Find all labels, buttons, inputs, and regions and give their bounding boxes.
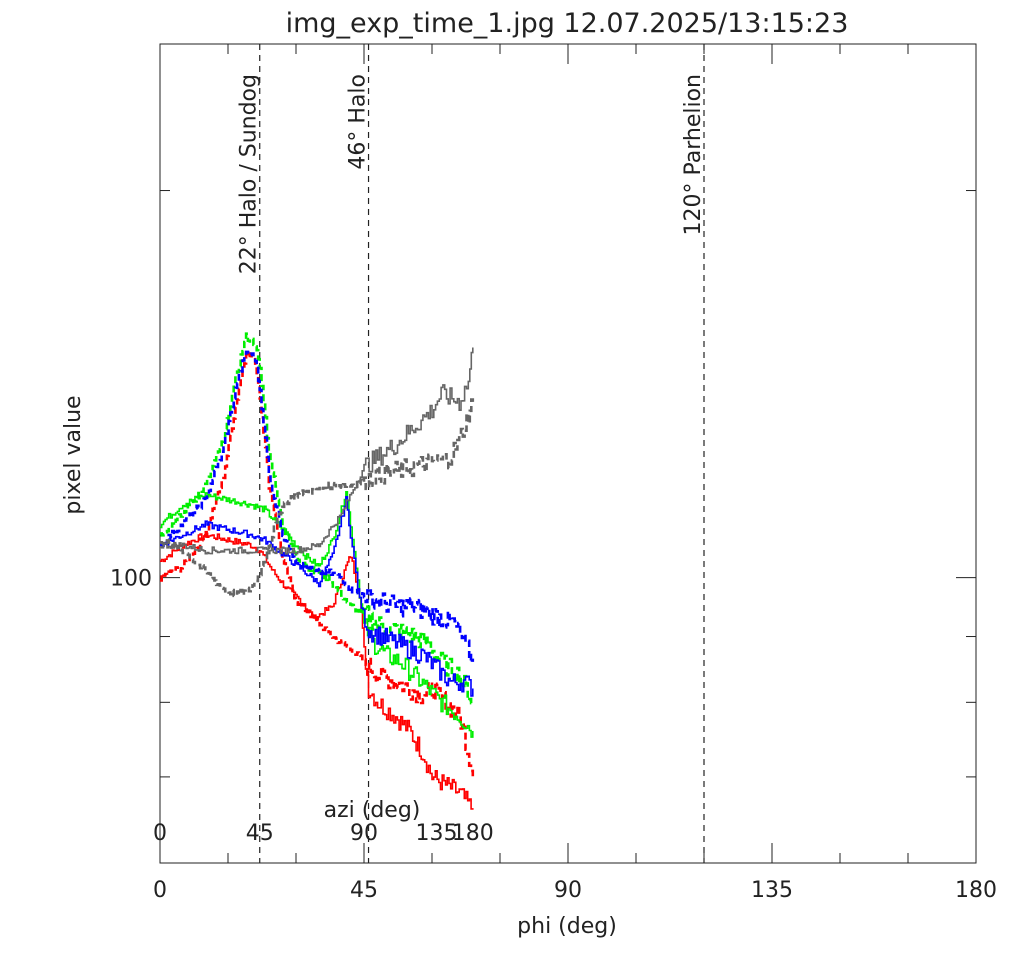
plot-frame (159, 43, 977, 864)
secondary-axis-label: azi (deg) (324, 798, 421, 823)
reference-line-label: 22° Halo / Sundog (237, 74, 262, 274)
series-line-0 (160, 530, 474, 810)
reference-line-label: 120° Parhelion (681, 74, 706, 236)
azi-tick-label: 0 (153, 821, 167, 846)
azi-tick-label: 90 (350, 821, 378, 846)
azi-tick-label: 135 (416, 821, 458, 846)
y-tick-label: 100 (110, 567, 152, 592)
x-tick-label: 90 (554, 878, 582, 903)
azi-tick-label: 45 (246, 821, 274, 846)
series-line-4 (160, 496, 474, 697)
x-tick-label: 135 (751, 878, 793, 903)
x-tick-label: 45 (350, 878, 378, 903)
x-tick-label: 0 (153, 878, 167, 903)
chart-title: img_exp_time_1.jpg 12.07.2025/13:15:23 (286, 8, 849, 39)
y-axis-label: pixel value (61, 395, 86, 514)
series-line-7 (160, 398, 475, 598)
series-line-1 (160, 350, 475, 777)
series-line-3 (160, 332, 475, 705)
reference-line-label: 46° Halo (346, 74, 371, 170)
x-tick-label: 180 (955, 878, 997, 903)
series-line-6 (160, 347, 474, 555)
series-line-2 (160, 491, 474, 738)
azi-tick-label: 180 (452, 821, 494, 846)
x-axis-label: phi (deg) (517, 914, 617, 939)
series-line-5 (160, 350, 475, 662)
